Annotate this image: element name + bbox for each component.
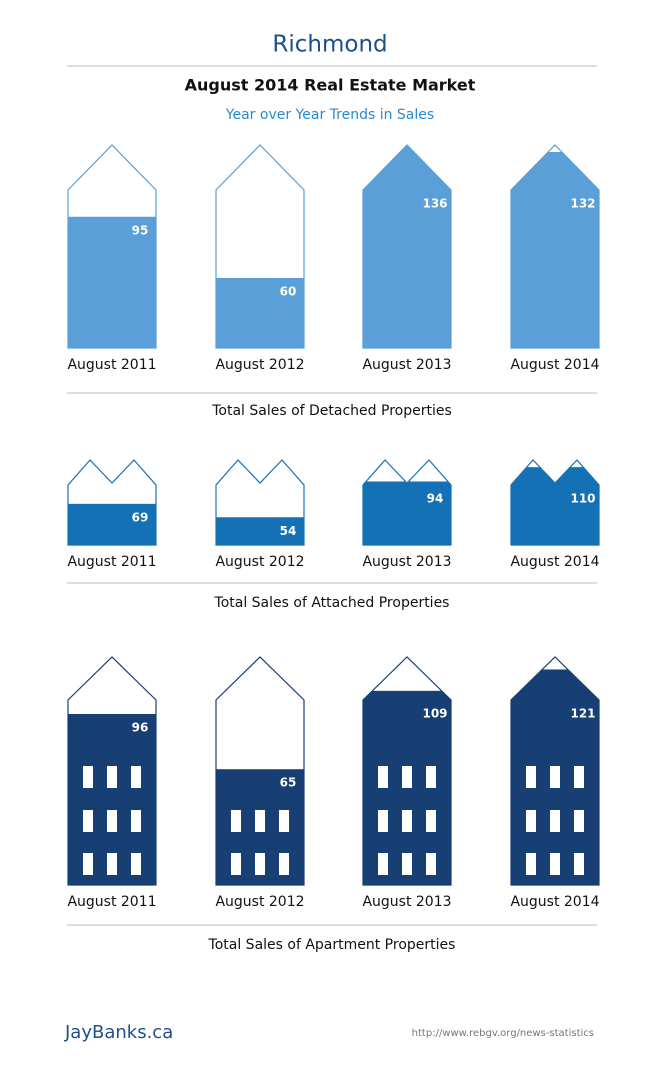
house-fill	[216, 278, 304, 348]
category-label: August 2013	[362, 894, 451, 910]
house-fill	[68, 216, 156, 348]
window	[574, 810, 584, 832]
window	[378, 766, 388, 788]
window	[426, 853, 436, 875]
window	[107, 810, 117, 832]
window	[426, 810, 436, 832]
house-outline	[67, 656, 157, 886]
category-label: August 2014	[510, 357, 599, 373]
window	[279, 853, 289, 875]
title: Richmond	[272, 32, 387, 58]
window	[526, 853, 536, 875]
house-outline	[362, 656, 452, 886]
house-fill	[216, 517, 304, 545]
house-outline	[67, 459, 157, 546]
chart-title: Total Sales of Attached Properties	[214, 595, 450, 611]
window	[550, 766, 560, 788]
data-label: 132	[570, 197, 595, 211]
house-outline	[362, 144, 452, 349]
house-outline	[215, 459, 305, 546]
window	[231, 810, 241, 832]
window	[378, 810, 388, 832]
window	[378, 853, 388, 875]
category-label: August 2013	[362, 357, 451, 373]
window	[550, 810, 560, 832]
window	[402, 853, 412, 875]
data-label: 95	[132, 223, 149, 237]
house-outline	[362, 459, 452, 546]
house-outline	[510, 144, 600, 349]
subtitle: August 2014 Real Estate Market	[185, 76, 476, 95]
category-label: August 2011	[67, 894, 156, 910]
category-label: August 2011	[67, 554, 156, 570]
category-label: August 2011	[67, 357, 156, 373]
data-label: 54	[280, 524, 297, 538]
window	[107, 853, 117, 875]
house-fill	[511, 467, 599, 545]
brand: JayBanks.ca	[64, 1022, 173, 1043]
window	[255, 810, 265, 832]
window	[231, 853, 241, 875]
window	[107, 766, 117, 788]
window	[83, 766, 93, 788]
house-outline	[215, 144, 305, 349]
house-outline	[67, 144, 157, 349]
tagline: Year over Year Trends in Sales	[225, 107, 434, 123]
window	[526, 766, 536, 788]
window	[131, 810, 141, 832]
category-label: August 2012	[215, 894, 304, 910]
source: http://www.rebgv.org/news-statistics	[412, 1028, 594, 1039]
data-label: 60	[280, 285, 297, 299]
window	[526, 810, 536, 832]
chart-title: Total Sales of Detached Properties	[211, 403, 452, 419]
house-fill	[363, 145, 451, 348]
window	[83, 853, 93, 875]
window	[426, 766, 436, 788]
house-fill	[363, 481, 451, 545]
house-fill	[68, 503, 156, 545]
data-label: 96	[132, 721, 149, 735]
category-label: August 2013	[362, 554, 451, 570]
window	[574, 853, 584, 875]
data-label: 109	[422, 707, 447, 721]
category-label: August 2012	[215, 357, 304, 373]
house-outline	[215, 656, 305, 886]
house-outline	[510, 459, 600, 546]
category-label: August 2014	[510, 554, 599, 570]
category-label: August 2014	[510, 894, 599, 910]
data-label: 94	[427, 492, 444, 506]
window	[550, 853, 560, 875]
house-fill	[511, 152, 599, 348]
window	[279, 810, 289, 832]
window	[83, 810, 93, 832]
window	[402, 766, 412, 788]
data-label: 136	[422, 197, 447, 211]
category-label: August 2012	[215, 554, 304, 570]
window	[255, 853, 265, 875]
data-label: 69	[132, 510, 149, 524]
chart-title: Total Sales of Apartment Properties	[208, 937, 456, 953]
data-label: 65	[280, 776, 297, 790]
window	[131, 766, 141, 788]
window	[574, 766, 584, 788]
data-label: 110	[570, 492, 595, 506]
window	[131, 853, 141, 875]
window	[402, 810, 412, 832]
data-label: 121	[570, 707, 595, 721]
house-outline	[510, 656, 600, 886]
